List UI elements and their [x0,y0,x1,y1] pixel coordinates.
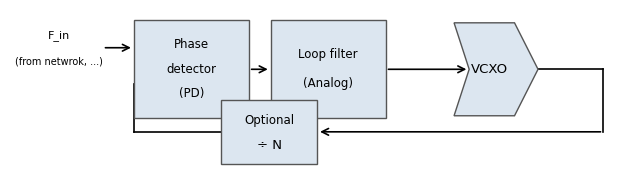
Text: ÷ N: ÷ N [256,139,282,152]
Text: detector: detector [166,63,216,76]
Text: Optional: Optional [244,114,294,127]
Text: Phase: Phase [174,38,209,51]
Text: (PD): (PD) [179,87,204,100]
Text: (from netwrok, ...): (from netwrok, ...) [15,57,103,67]
Text: F_in: F_in [48,30,70,41]
FancyBboxPatch shape [221,100,317,164]
FancyBboxPatch shape [134,20,249,118]
Polygon shape [454,23,538,116]
Text: (Analog): (Analog) [303,78,353,90]
Text: VCXO: VCXO [471,63,508,76]
FancyBboxPatch shape [271,20,386,118]
Text: Loop filter: Loop filter [299,48,358,61]
